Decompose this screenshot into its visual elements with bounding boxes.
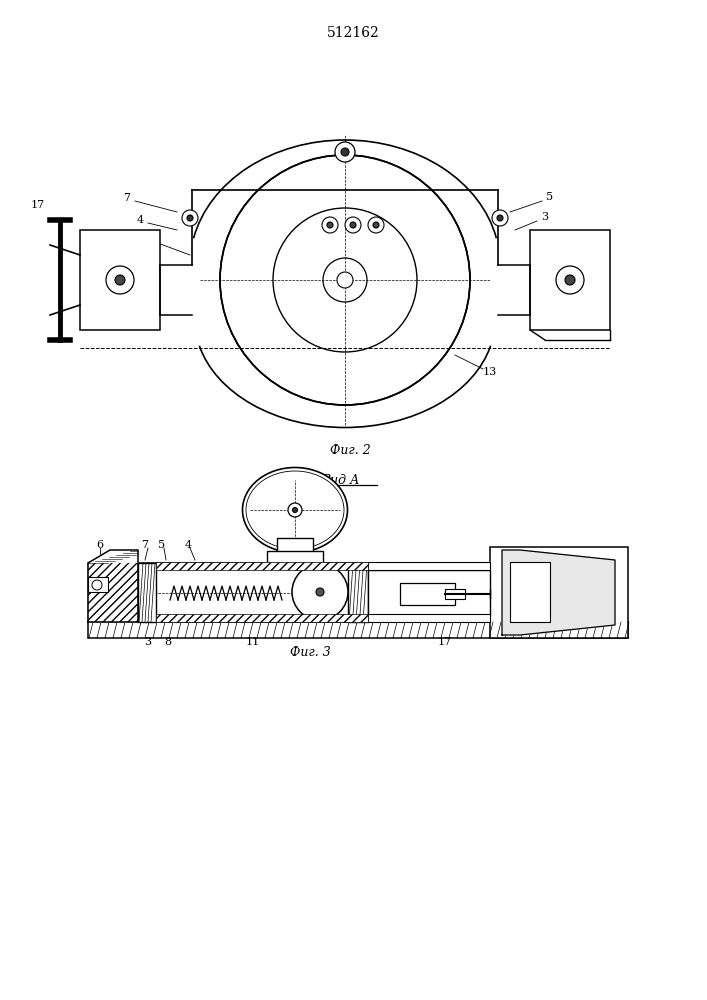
Circle shape	[327, 222, 333, 228]
Circle shape	[316, 588, 324, 596]
Bar	[88, 563, 138, 622]
Text: 17: 17	[31, 200, 45, 210]
Text: 6: 6	[556, 237, 563, 247]
Bar	[88, 563, 490, 622]
Text: Вид А: Вид А	[321, 474, 359, 487]
Bar	[80, 215, 650, 645]
Circle shape	[288, 503, 302, 517]
Bar	[348, 563, 368, 622]
Bar	[88, 577, 108, 592]
Bar	[267, 551, 323, 563]
Text: 6: 6	[96, 540, 103, 550]
Circle shape	[350, 222, 356, 228]
Bar	[156, 614, 368, 622]
Text: 17: 17	[438, 637, 452, 647]
Circle shape	[492, 210, 508, 226]
Bar	[156, 562, 368, 570]
Text: 13: 13	[483, 367, 497, 377]
Text: 4: 4	[185, 540, 192, 550]
Text: 3: 3	[144, 637, 151, 647]
Bar	[80, 230, 160, 330]
Circle shape	[565, 275, 575, 285]
Text: 8: 8	[165, 637, 172, 647]
Bar	[138, 563, 156, 622]
Circle shape	[187, 215, 193, 221]
Circle shape	[292, 564, 348, 620]
Circle shape	[220, 155, 470, 405]
Text: 3: 3	[542, 212, 549, 222]
Polygon shape	[502, 550, 615, 635]
Circle shape	[368, 217, 384, 233]
Circle shape	[373, 222, 379, 228]
Bar	[368, 562, 490, 570]
Circle shape	[337, 272, 353, 288]
Bar	[530, 230, 610, 330]
Text: 512162: 512162	[327, 26, 380, 40]
Circle shape	[92, 580, 102, 590]
Text: 4: 4	[136, 215, 144, 225]
Circle shape	[182, 210, 198, 226]
Circle shape	[106, 266, 134, 294]
Bar	[368, 614, 490, 622]
Circle shape	[115, 275, 125, 285]
Bar	[510, 562, 550, 622]
Text: 7: 7	[141, 540, 148, 550]
Circle shape	[497, 215, 503, 221]
Text: Фиг. 2: Фиг. 2	[329, 444, 370, 456]
Circle shape	[345, 217, 361, 233]
Circle shape	[341, 148, 349, 156]
Bar	[88, 622, 628, 638]
Bar	[368, 570, 490, 615]
Bar	[490, 547, 628, 638]
Polygon shape	[88, 550, 138, 622]
Text: 5: 5	[158, 540, 165, 550]
Text: 7: 7	[124, 193, 131, 203]
Bar	[50, 75, 660, 435]
Bar	[445, 589, 465, 599]
Text: Фиг. 3: Фиг. 3	[290, 646, 330, 658]
Circle shape	[293, 508, 298, 512]
Text: 5: 5	[547, 192, 554, 202]
Circle shape	[556, 266, 584, 294]
Circle shape	[335, 142, 355, 162]
Bar	[400, 583, 455, 605]
Text: 11: 11	[246, 637, 260, 647]
Ellipse shape	[243, 468, 348, 552]
Circle shape	[322, 217, 338, 233]
Text: 13: 13	[138, 237, 152, 247]
Bar	[277, 538, 313, 553]
